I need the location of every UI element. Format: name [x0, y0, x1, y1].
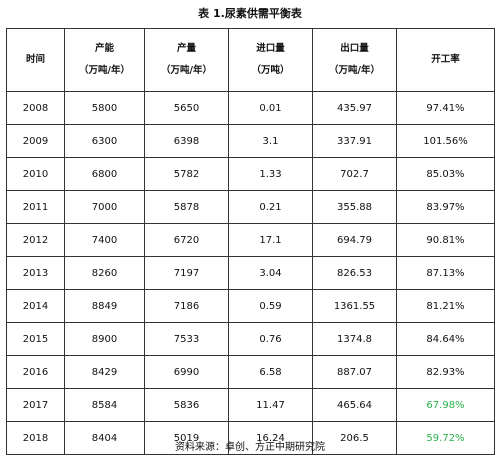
- table-row: 2009 6300 6398 3.1 337.91 101.56%: [6, 124, 495, 158]
- col-header-unit: （万吨/年）: [79, 65, 130, 76]
- table-row: 2012 7400 6720 17.1 694.79 90.81%: [6, 223, 495, 257]
- cell-export: 435.97: [312, 91, 397, 125]
- cell-year: 2013: [6, 256, 65, 290]
- cell-utilization: 101.56%: [396, 124, 495, 158]
- cell-import: 11.47: [228, 388, 313, 422]
- cell-utilization: 59.72%: [396, 421, 495, 455]
- cell-export: 355.88: [312, 190, 397, 224]
- table-row: 2014 8849 7186 0.59 1361.55 81.21%: [6, 289, 495, 323]
- col-header-capacity: 产能 （万吨/年）: [64, 28, 145, 92]
- cell-output: 7533: [144, 322, 229, 356]
- cell-utilization: 84.64%: [396, 322, 495, 356]
- cell-import: 0.59: [228, 289, 313, 323]
- col-header-label: 产能: [94, 43, 114, 54]
- col-header-unit: （万吨/年）: [161, 65, 212, 76]
- cell-import: 0.76: [228, 322, 313, 356]
- cell-capacity: 8584: [64, 388, 145, 422]
- col-header-label: 开工率: [431, 54, 460, 65]
- table-row: 2013 8260 7197 3.04 826.53 87.13%: [6, 256, 495, 290]
- cell-export: 337.91: [312, 124, 397, 158]
- table-header: 时间 产能 （万吨/年） 产量 （万吨/年） 进口量 （万吨） 出口量 （万吨/…: [6, 28, 495, 92]
- cell-capacity: 5800: [64, 91, 145, 125]
- cell-year: 2011: [6, 190, 65, 224]
- cell-year: 2017: [6, 388, 65, 422]
- cell-export: 694.79: [312, 223, 397, 257]
- supply-demand-table: 时间 产能 （万吨/年） 产量 （万吨/年） 进口量 （万吨） 出口量 （万吨/…: [6, 28, 495, 455]
- cell-output: 6398: [144, 124, 229, 158]
- col-header-utilization: 开工率: [396, 28, 495, 92]
- col-header-unit: （万吨）: [251, 65, 290, 76]
- cell-year: 2009: [6, 124, 65, 158]
- col-header-unit: （万吨/年）: [329, 65, 380, 76]
- cell-export: 1374.8: [312, 322, 397, 356]
- cell-capacity: 6300: [64, 124, 145, 158]
- cell-utilization: 81.21%: [396, 289, 495, 323]
- table-title: 表 1.尿素供需平衡表: [198, 7, 302, 20]
- col-header-export: 出口量 （万吨/年）: [312, 28, 397, 92]
- cell-capacity: 7400: [64, 223, 145, 257]
- cell-output: 7197: [144, 256, 229, 290]
- cell-year: 2008: [6, 91, 65, 125]
- cell-import: 0.21: [228, 190, 313, 224]
- cell-import: 1.33: [228, 157, 313, 191]
- cell-utilization: 85.03%: [396, 157, 495, 191]
- cell-capacity: 7000: [64, 190, 145, 224]
- cell-export: 465.64: [312, 388, 397, 422]
- cell-export: 206.5: [312, 421, 397, 455]
- col-header-label: 出口量: [340, 43, 369, 54]
- col-header-output: 产量 （万吨/年）: [144, 28, 229, 92]
- table-row: 2015 8900 7533 0.76 1374.8 84.64%: [6, 322, 495, 356]
- cell-utilization: 87.13%: [396, 256, 495, 290]
- cell-capacity: 8900: [64, 322, 145, 356]
- cell-import: 3.04: [228, 256, 313, 290]
- cell-capacity: 8260: [64, 256, 145, 290]
- cell-output: 5878: [144, 190, 229, 224]
- cell-import: 6.58: [228, 355, 313, 389]
- cell-import: 17.1: [228, 223, 313, 257]
- cell-utilization: 90.81%: [396, 223, 495, 257]
- col-header-import: 进口量 （万吨）: [228, 28, 313, 92]
- cell-utilization: 67.98%: [396, 388, 495, 422]
- cell-utilization: 83.97%: [396, 190, 495, 224]
- table-row: 2010 6800 5782 1.33 702.7 85.03%: [6, 157, 495, 191]
- table-row: 2016 8429 6990 6.58 887.07 82.93%: [6, 355, 495, 389]
- table-body: 2008 5800 5650 0.01 435.97 97.41% 2009 6300 6398…: [6, 91, 495, 455]
- col-header-label: 产量: [176, 43, 196, 54]
- cell-export: 887.07: [312, 355, 397, 389]
- cell-utilization: 82.93%: [396, 355, 495, 389]
- table-row: 2018 8404 5019 16.24 206.5 59.72%: [6, 421, 495, 455]
- cell-import: 3.1: [228, 124, 313, 158]
- cell-import: 16.24: [228, 421, 313, 455]
- col-header-time: 时间: [6, 28, 65, 92]
- table-row: 2008 5800 5650 0.01 435.97 97.41%: [6, 91, 495, 125]
- table-row: 2017 8584 5836 11.47 465.64 67.98%: [6, 388, 495, 422]
- cell-output: 5650: [144, 91, 229, 125]
- cell-output: 7186: [144, 289, 229, 323]
- header-row: 时间 产能 （万吨/年） 产量 （万吨/年） 进口量 （万吨） 出口量 （万吨/…: [6, 28, 495, 92]
- cell-utilization: 97.41%: [396, 91, 495, 125]
- col-header-label: 进口量: [256, 43, 285, 54]
- cell-year: 2015: [6, 322, 65, 356]
- cell-capacity: 8429: [64, 355, 145, 389]
- col-header-label: 时间: [25, 54, 45, 65]
- source-note: 资料来源：卓创、方正中期研究院: [175, 442, 325, 453]
- cell-year: 2016: [6, 355, 65, 389]
- cell-output: 5782: [144, 157, 229, 191]
- cell-output: 6720: [144, 223, 229, 257]
- cell-output: 5019: [144, 421, 229, 455]
- cell-year: 2014: [6, 289, 65, 323]
- cell-output: 5836: [144, 388, 229, 422]
- cell-export: 826.53: [312, 256, 397, 290]
- cell-capacity: 8849: [64, 289, 145, 323]
- cell-year: 2010: [6, 157, 65, 191]
- cell-export: 702.7: [312, 157, 397, 191]
- cell-export: 1361.55: [312, 289, 397, 323]
- cell-output: 6990: [144, 355, 229, 389]
- table-row: 2011 7000 5878 0.21 355.88 83.97%: [6, 190, 495, 224]
- cell-capacity: 6800: [64, 157, 145, 191]
- cell-year: 2012: [6, 223, 65, 257]
- cell-import: 0.01: [228, 91, 313, 125]
- cell-year: 2018: [6, 421, 65, 455]
